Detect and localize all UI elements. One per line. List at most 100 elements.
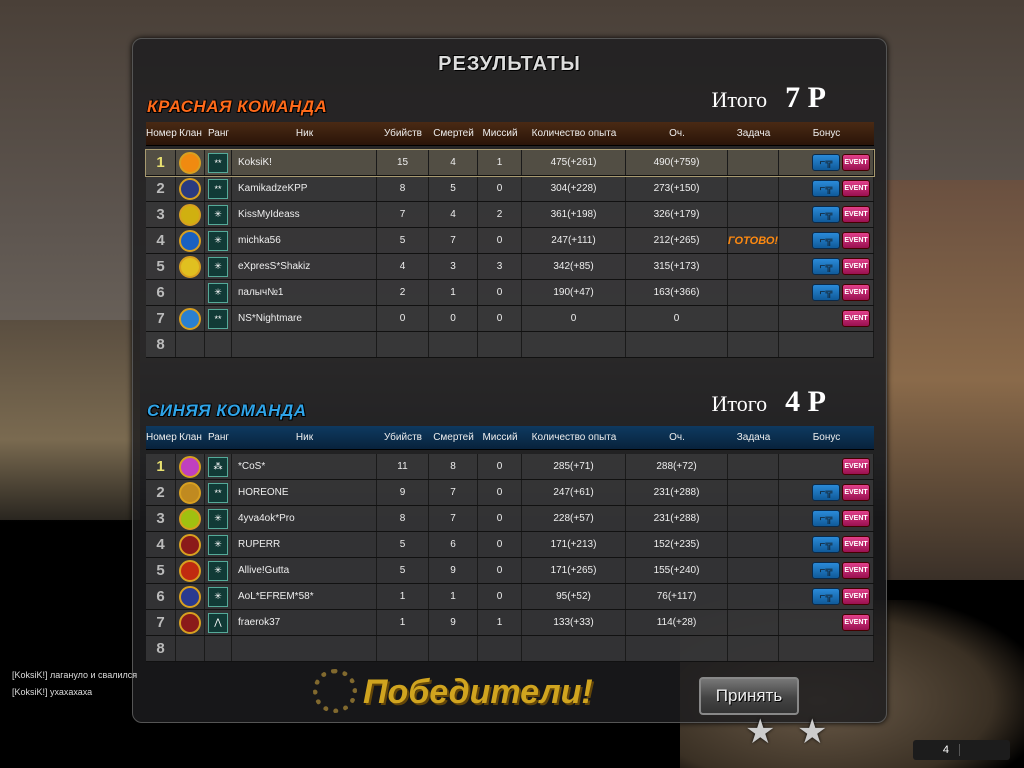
player-number: 5: [146, 558, 176, 583]
task-cell: ГОТОВО!: [728, 228, 779, 253]
event-bonus-button[interactable]: EVENT: [842, 510, 870, 527]
task-cell: [728, 332, 779, 357]
task-cell: [728, 280, 779, 305]
player-score: 288(+72): [626, 454, 728, 479]
player-missions: 1: [478, 610, 522, 635]
player-score: [626, 332, 728, 357]
player-row[interactable]: 8: [146, 636, 874, 662]
column-header: Количество опыта: [531, 432, 617, 443]
weapon-bonus-icon[interactable]: ⌐╦: [812, 284, 840, 301]
weapon-bonus-icon[interactable]: ⌐╦: [812, 588, 840, 605]
weapon-bonus-icon[interactable]: ⌐╦: [812, 536, 840, 553]
weapon-bonus-icon[interactable]: ⌐╦: [812, 510, 840, 527]
clan-cell: [176, 506, 205, 531]
clan-cell: [176, 584, 205, 609]
event-bonus-button[interactable]: EVENT: [842, 232, 870, 249]
player-row[interactable]: 3 ✳ 4yva4ok*Pro 8 7 0 228(+57) 231(+288) ⌐╦ EVENT: [146, 506, 874, 532]
player-row[interactable]: 8: [146, 332, 874, 358]
event-bonus-button[interactable]: EVENT: [842, 258, 870, 275]
clan-cell: [176, 332, 205, 357]
player-deaths: 1: [429, 280, 478, 305]
event-bonus-button[interactable]: EVENT: [842, 154, 870, 171]
player-deaths: 7: [429, 480, 478, 505]
event-bonus-button[interactable]: EVENT: [842, 180, 870, 197]
player-nick: 4yva4ok*Pro: [232, 506, 377, 531]
rank-cell: ✳: [205, 228, 232, 253]
player-missions: 0: [478, 480, 522, 505]
player-deaths: 6: [429, 532, 478, 557]
event-bonus-button[interactable]: EVENT: [842, 536, 870, 553]
rank-cell: ✳: [205, 558, 232, 583]
event-bonus-button[interactable]: EVENT: [842, 206, 870, 223]
weapon-bonus-icon[interactable]: ⌐╦: [812, 232, 840, 249]
player-missions: 1: [478, 150, 522, 175]
player-row[interactable]: 1 ⁂ *CoS* 11 8 0 285(+71) 288(+72) EVENT: [146, 454, 874, 480]
event-bonus-button[interactable]: EVENT: [842, 310, 870, 327]
clan-emblem-icon: [179, 481, 201, 504]
player-nick: *CoS*: [232, 454, 377, 479]
weapon-bonus-icon[interactable]: ⌐╦: [812, 484, 840, 501]
player-score: 155(+240): [626, 558, 728, 583]
player-row[interactable]: 7 ** NS*Nightmare 0 0 0 0 0 EVENT: [146, 306, 874, 332]
bonus-cell: ⌐╦ EVENT: [779, 532, 874, 557]
weapon-bonus-icon[interactable]: ⌐╦: [812, 206, 840, 223]
player-exp: 171(+265): [522, 558, 626, 583]
player-missions: 0: [478, 454, 522, 479]
player-row[interactable]: 6 ✳ палыч№1 2 1 0 190(+47) 163(+366) ⌐╦ EVENT: [146, 280, 874, 306]
player-exp: 475(+261): [522, 150, 626, 175]
rank-cell: ✳: [205, 532, 232, 557]
player-row[interactable]: 5 ✳ eXpresS*Shakiz 4 3 3 342(+85) 315(+173) ⌐╦ EV…: [146, 254, 874, 280]
player-missions: 0: [478, 228, 522, 253]
player-row[interactable]: 4 ✳ michka56 5 7 0 247(+111) 212(+265) ГОТОВО! ⌐╦…: [146, 228, 874, 254]
player-row[interactable]: 3 ✳ KissMyIdeass 7 4 2 361(+198) 326(+179) ⌐╦ EVE…: [146, 202, 874, 228]
player-number: 4: [146, 532, 176, 557]
accept-button[interactable]: Принять: [699, 677, 799, 715]
background-scene-right: [885, 180, 1024, 580]
player-nick: RUPERR: [232, 532, 377, 557]
column-header: Убийств: [384, 128, 422, 139]
player-row[interactable]: 2 ** KamikadzeKPP 8 5 0 304(+228) 273(+150) ⌐╦ EV…: [146, 176, 874, 202]
player-row[interactable]: 2 ** HOREONE 9 7 0 247(+61) 231(+288) ⌐╦ EVENT: [146, 480, 874, 506]
player-row[interactable]: 6 ✳ AoL*EFREM*58* 1 1 0 95(+52) 76(+117) ⌐╦ EVENT: [146, 584, 874, 610]
background-scene-left: [0, 320, 140, 520]
player-row[interactable]: 5 ✳ Allive!Gutta 5 9 0 171(+265) 155(+240) ⌐╦ EVE…: [146, 558, 874, 584]
bonus-cell: ⌐╦ EVENT: [779, 202, 874, 227]
player-score: 212(+265): [626, 228, 728, 253]
weapon-bonus-icon[interactable]: ⌐╦: [812, 258, 840, 275]
rank-insignia-icon: **: [208, 482, 228, 503]
rank-cell: ✳: [205, 280, 232, 305]
task-cell: [728, 558, 779, 583]
event-bonus-button[interactable]: EVENT: [842, 588, 870, 605]
chat-message: [KoksiK!] лагануло и свалился: [12, 670, 138, 680]
player-kills: 0: [377, 306, 429, 331]
player-score: 273(+150): [626, 176, 728, 201]
rank-insignia-icon: ✳: [208, 282, 228, 303]
player-row[interactable]: 7 ⋀ fraerok37 1 9 1 133(+33) 114(+28) EVENT: [146, 610, 874, 636]
player-row[interactable]: 1 ** KoksiK! 15 4 1 475(+261) 490(+759) ⌐╦ EVENT: [145, 149, 875, 177]
player-score: 326(+179): [626, 202, 728, 227]
clan-cell: [176, 610, 205, 635]
event-bonus-button[interactable]: EVENT: [842, 484, 870, 501]
player-kills: 5: [377, 228, 429, 253]
event-bonus-button[interactable]: EVENT: [842, 614, 870, 631]
player-number: 3: [146, 506, 176, 531]
column-header: Ник: [295, 128, 314, 139]
column-header: Клан: [179, 432, 202, 443]
weapon-bonus-icon[interactable]: ⌐╦: [812, 154, 840, 171]
player-deaths: 8: [429, 454, 478, 479]
laurel-wreath-icon: [313, 669, 357, 713]
clan-cell: [176, 202, 205, 227]
event-bonus-button[interactable]: EVENT: [842, 562, 870, 579]
clan-emblem-icon: [179, 559, 201, 582]
player-number: 8: [146, 332, 176, 357]
player-deaths: 1: [429, 584, 478, 609]
player-number: 7: [146, 610, 176, 635]
task-ready-label: ГОТОВО!: [727, 234, 779, 247]
weapon-bonus-icon[interactable]: ⌐╦: [812, 562, 840, 579]
event-bonus-button[interactable]: EVENT: [842, 284, 870, 301]
player-kills: 8: [377, 176, 429, 201]
weapon-bonus-icon[interactable]: ⌐╦: [812, 180, 840, 197]
player-row[interactable]: 4 ✳ RUPERR 5 6 0 171(+213) 152(+235) ⌐╦ EVENT: [146, 532, 874, 558]
event-bonus-button[interactable]: EVENT: [842, 458, 870, 475]
player-deaths: [429, 332, 478, 357]
